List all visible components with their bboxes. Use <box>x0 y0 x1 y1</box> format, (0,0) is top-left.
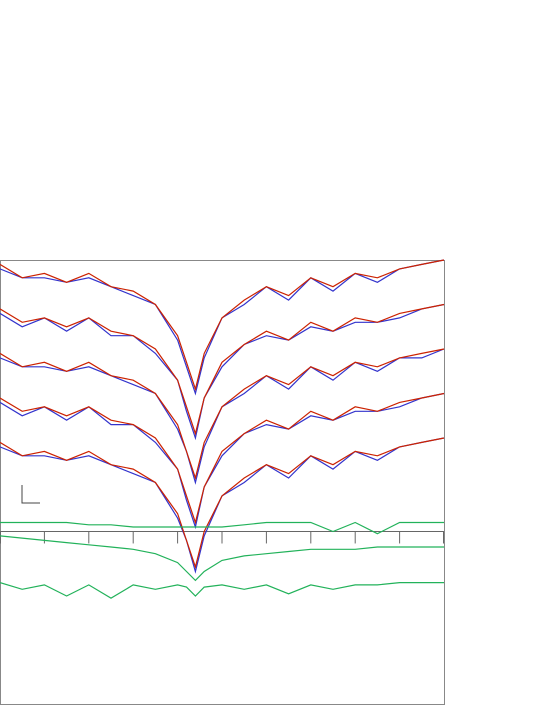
spectrum-line <box>0 535 444 582</box>
spectrum-line <box>0 303 445 436</box>
spectrum-line <box>0 581 444 599</box>
spectrum-line <box>0 437 445 570</box>
scale-bar <box>21 485 40 504</box>
spectrum-line <box>0 348 445 481</box>
spectrum-line <box>0 392 445 525</box>
spectrum-line <box>0 521 444 535</box>
spectrum-line <box>0 437 445 574</box>
spectrum-line <box>0 259 445 392</box>
spectrum-line <box>0 348 445 485</box>
spectrum-line <box>0 259 445 396</box>
